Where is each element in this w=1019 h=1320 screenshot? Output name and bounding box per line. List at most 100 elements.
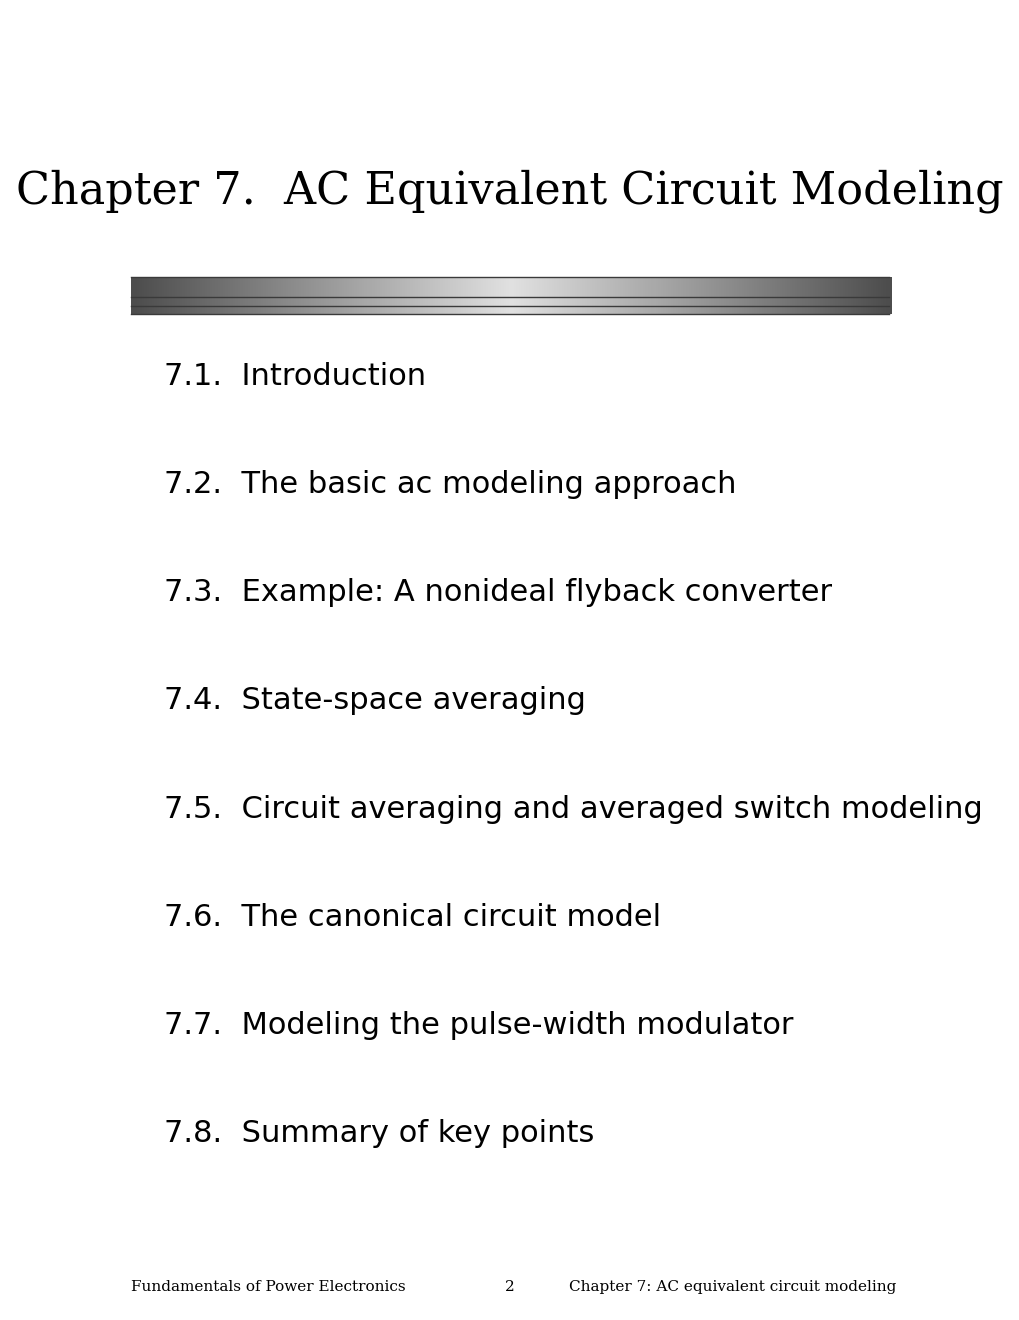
Bar <box>364 277 368 306</box>
Bar <box>403 277 406 306</box>
Bar <box>797 277 800 306</box>
Bar <box>609 297 612 314</box>
Bar <box>336 297 339 314</box>
Bar <box>483 277 486 306</box>
Bar <box>369 297 373 314</box>
Bar <box>314 277 317 306</box>
Bar <box>190 277 193 306</box>
Text: 7.7.  Modeling the pulse-width modulator: 7.7. Modeling the pulse-width modulator <box>164 1011 793 1040</box>
Bar <box>817 297 820 314</box>
Bar <box>582 277 585 306</box>
Bar <box>739 277 742 306</box>
Bar <box>169 277 172 306</box>
Bar <box>690 277 694 306</box>
Bar <box>258 297 261 314</box>
Bar <box>882 297 886 314</box>
Bar <box>665 297 668 314</box>
Bar <box>637 277 641 306</box>
Bar <box>452 277 455 306</box>
Bar <box>531 277 534 306</box>
Bar <box>357 277 360 306</box>
Bar <box>607 297 610 314</box>
Bar <box>877 277 880 306</box>
Bar <box>529 297 532 314</box>
Bar <box>819 277 822 306</box>
Bar <box>172 277 175 306</box>
Bar <box>514 277 517 306</box>
Bar <box>235 277 238 306</box>
Bar <box>301 297 304 314</box>
Bar <box>222 297 226 314</box>
Bar <box>886 297 889 314</box>
Bar <box>645 297 648 314</box>
Bar <box>592 297 595 314</box>
Bar <box>835 297 838 314</box>
Bar <box>802 277 805 306</box>
Bar <box>529 277 532 306</box>
Bar <box>807 297 810 314</box>
Bar <box>177 277 180 306</box>
Bar <box>251 277 254 306</box>
Bar <box>812 277 815 306</box>
Bar <box>829 297 833 314</box>
Bar <box>447 277 450 306</box>
Bar <box>729 277 732 306</box>
Bar <box>248 297 251 314</box>
Text: 7.1.  Introduction: 7.1. Introduction <box>164 362 426 391</box>
Bar <box>809 297 812 314</box>
Bar <box>164 277 167 306</box>
Bar <box>814 277 817 306</box>
Bar <box>622 277 626 306</box>
Bar <box>569 297 573 314</box>
Bar <box>809 277 812 306</box>
Text: 7.4.  State-space averaging: 7.4. State-space averaging <box>164 686 586 715</box>
Bar <box>531 297 534 314</box>
Bar <box>237 277 240 306</box>
Bar <box>374 297 377 314</box>
Bar <box>493 277 496 306</box>
Bar <box>875 297 878 314</box>
Bar <box>766 297 769 314</box>
Bar <box>367 297 370 314</box>
Bar <box>468 297 471 314</box>
Bar <box>273 297 276 314</box>
Bar <box>495 277 499 306</box>
Bar <box>475 297 479 314</box>
Bar <box>746 297 749 314</box>
Bar <box>407 297 411 314</box>
Bar <box>471 277 474 306</box>
Bar <box>177 297 180 314</box>
Bar <box>437 297 441 314</box>
Bar <box>333 277 337 306</box>
Text: 2: 2 <box>504 1280 515 1294</box>
Bar <box>652 277 656 306</box>
Bar <box>283 297 286 314</box>
Bar <box>412 277 416 306</box>
Text: 7.8.  Summary of key points: 7.8. Summary of key points <box>164 1119 594 1148</box>
Bar <box>597 297 600 314</box>
Bar <box>503 277 506 306</box>
Bar <box>455 277 459 306</box>
Bar <box>265 277 269 306</box>
Bar <box>369 277 373 306</box>
Bar <box>251 297 254 314</box>
Bar <box>794 277 798 306</box>
Bar <box>556 277 559 306</box>
Bar <box>197 297 201 314</box>
Bar <box>278 277 281 306</box>
Bar <box>787 297 790 314</box>
Bar <box>771 277 774 306</box>
Bar <box>688 297 691 314</box>
Bar <box>802 297 805 314</box>
Bar <box>167 277 170 306</box>
Bar <box>599 277 602 306</box>
Bar <box>773 297 777 314</box>
Bar <box>184 297 187 314</box>
Bar <box>840 297 843 314</box>
Bar <box>768 277 772 306</box>
Bar <box>397 297 400 314</box>
Bar <box>311 297 314 314</box>
Bar <box>415 277 418 306</box>
Bar <box>306 277 309 306</box>
Bar <box>285 297 289 314</box>
